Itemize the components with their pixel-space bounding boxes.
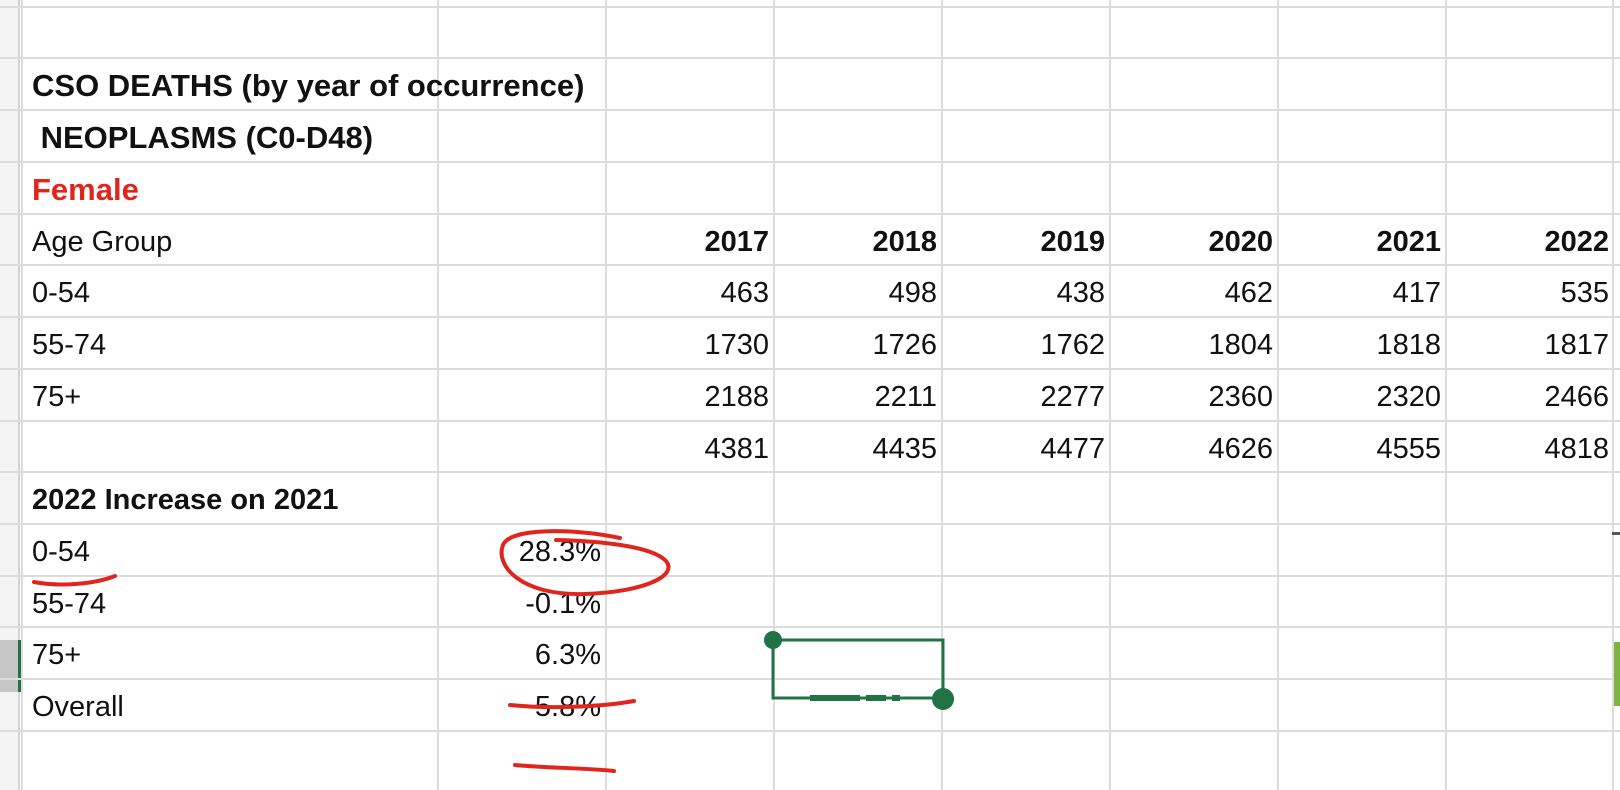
gridline	[1612, 0, 1614, 790]
gridline	[21, 0, 23, 790]
death-count-cell[interactable]: 1817	[1544, 329, 1609, 361]
gridline	[1277, 0, 1279, 790]
death-count-cell[interactable]: 1818	[1376, 329, 1441, 361]
total-cell[interactable]: 4477	[1040, 433, 1105, 465]
fill-handle	[932, 688, 954, 710]
gridline	[0, 523, 1620, 525]
increase-label[interactable]: 55-74	[32, 588, 107, 620]
total-cell[interactable]: 4626	[1208, 433, 1273, 465]
age-group-label[interactable]: 55-74	[32, 329, 107, 361]
selection-edge-marker	[1614, 642, 1620, 706]
cell-edge-tick	[1612, 532, 1620, 535]
gridline	[0, 316, 1620, 318]
gridline	[0, 109, 1620, 111]
death-count-cell[interactable]: 438	[1056, 277, 1105, 309]
gridline	[437, 0, 439, 790]
death-count-cell[interactable]: 417	[1392, 277, 1441, 309]
death-count-cell[interactable]: 2188	[704, 381, 769, 413]
death-count-cell[interactable]: 2211	[874, 381, 937, 413]
selection-handle	[764, 631, 782, 649]
gridline	[0, 264, 1620, 266]
gridline	[0, 368, 1620, 370]
hand-drawn-underline	[508, 699, 636, 710]
year-header[interactable]: 2019	[1040, 226, 1105, 258]
death-count-cell[interactable]: 1804	[1208, 329, 1273, 361]
increase-label[interactable]: 75+	[32, 639, 82, 671]
total-cell[interactable]: 4381	[704, 433, 769, 465]
gridline	[773, 0, 775, 790]
gridline	[0, 471, 1620, 473]
hand-drawn-underline	[32, 574, 117, 587]
gridline	[0, 213, 1620, 215]
gridline	[605, 0, 607, 790]
death-count-cell[interactable]: 498	[888, 277, 937, 309]
age-group-header[interactable]: Age Group	[32, 226, 173, 258]
cell-selection-rectangle	[771, 638, 945, 700]
gridline	[0, 626, 1620, 628]
total-cell[interactable]: 4555	[1376, 433, 1441, 465]
total-cell[interactable]: 4818	[1544, 433, 1609, 465]
gridline	[0, 730, 1620, 732]
increase-label[interactable]: 0-54	[32, 536, 91, 568]
gridline	[0, 6, 1620, 8]
year-header[interactable]: 2020	[1208, 226, 1273, 258]
death-count-cell[interactable]: 2320	[1376, 381, 1441, 413]
hand-drawn-circle	[499, 529, 671, 597]
death-count-cell[interactable]: 535	[1560, 277, 1609, 309]
sex-label[interactable]: Female	[32, 172, 139, 207]
death-count-cell[interactable]: 1730	[704, 329, 769, 361]
year-header[interactable]: 2017	[704, 226, 769, 258]
gridline	[941, 0, 943, 790]
death-count-cell[interactable]: 2360	[1208, 381, 1273, 413]
sheet-subtitle[interactable]: NEOPLASMS (C0-D48)	[32, 120, 374, 155]
gridline	[0, 420, 1620, 422]
hand-drawn-underline	[513, 763, 616, 773]
gridline	[1445, 0, 1447, 790]
age-group-label[interactable]: 0-54	[32, 277, 91, 309]
death-count-cell[interactable]: 1726	[872, 329, 937, 361]
increase-heading[interactable]: 2022 Increase on 2021	[32, 484, 339, 516]
increase-value[interactable]: 6.3%	[534, 639, 601, 671]
death-count-cell[interactable]: 2277	[1040, 381, 1105, 413]
gridline	[1109, 0, 1111, 790]
row-header-strip[interactable]	[0, 0, 20, 790]
death-count-cell[interactable]: 2466	[1544, 381, 1609, 413]
year-header[interactable]: 2018	[872, 226, 937, 258]
year-header[interactable]: 2022	[1544, 226, 1609, 258]
death-count-cell[interactable]: 462	[1224, 277, 1273, 309]
increase-label[interactable]: Overall	[32, 691, 124, 723]
age-group-label[interactable]: 75+	[32, 381, 82, 413]
death-count-cell[interactable]: 1762	[1040, 329, 1105, 361]
gridline	[0, 57, 1620, 59]
total-cell[interactable]: 4435	[872, 433, 937, 465]
death-count-cell[interactable]: 463	[720, 277, 769, 309]
selected-row-indicator	[18, 640, 21, 692]
gridline	[0, 575, 1620, 577]
gridline	[0, 678, 1620, 680]
gridline	[0, 161, 1620, 163]
year-header[interactable]: 2021	[1376, 226, 1441, 258]
sheet-title[interactable]: CSO DEATHS (by year of occurrence)	[32, 68, 585, 103]
